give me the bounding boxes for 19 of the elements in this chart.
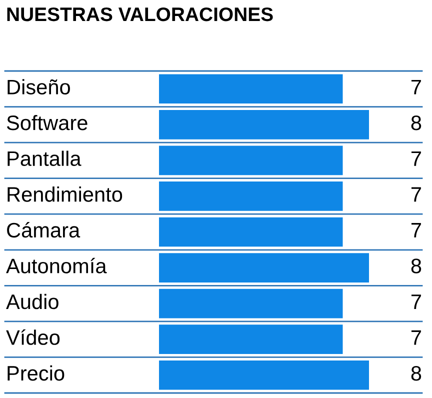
y-tick-label: Audio: [6, 294, 58, 310]
data-label: 8: [411, 116, 422, 130]
y-tick-label: Pantalla: [8, 150, 82, 166]
y-tick-label: Software: [6, 114, 88, 130]
data-label: 8: [411, 366, 422, 381]
y-tick-label: Precio: [8, 365, 64, 381]
data-label: 7: [411, 152, 421, 166]
data-label: 7: [411, 294, 421, 309]
data-label: 7: [411, 223, 421, 238]
y-tick-label: Diseño: [8, 79, 70, 94]
data-label: 8: [411, 258, 422, 274]
y-tick-label: Cámara: [7, 222, 80, 238]
data-label: 7: [411, 330, 421, 345]
y-tick-label: Autonomía: [6, 258, 107, 274]
y-tick-label: Vídeo: [6, 329, 60, 345]
y-tick-label: Rendimiento: [8, 186, 122, 202]
data-label: 7: [411, 187, 421, 202]
chart-title: NUESTRAS VALORACIONES: [7, 7, 273, 22]
data-label: 7: [411, 80, 421, 94]
